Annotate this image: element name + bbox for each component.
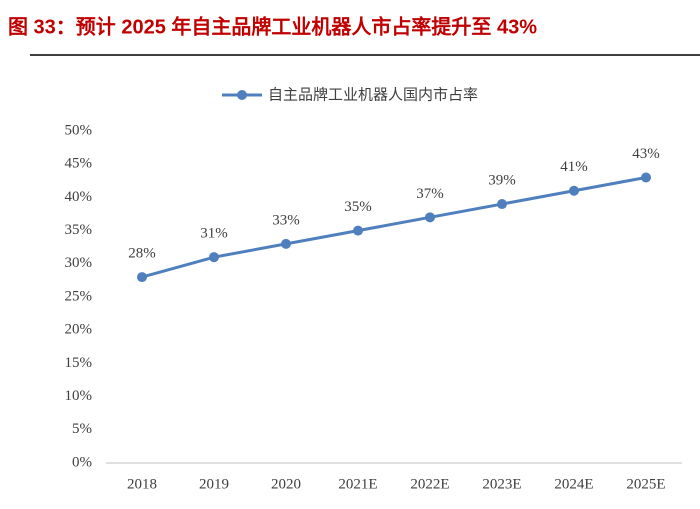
data-label: 43% — [632, 146, 660, 162]
data-point — [209, 252, 219, 263]
y-tick-label: 20% — [65, 322, 93, 338]
data-label: 28% — [128, 246, 156, 262]
data-label: 41% — [560, 159, 588, 175]
data-label: 35% — [344, 199, 372, 215]
x-tick-label: 2019 — [199, 476, 229, 492]
x-tick-label: 2022E — [410, 476, 449, 492]
y-tick-label: 0% — [72, 454, 92, 470]
legend-marker — [237, 90, 247, 100]
x-tick-label: 2021E — [338, 476, 377, 492]
y-tick-label: 30% — [65, 255, 93, 271]
data-point — [569, 185, 579, 196]
data-label: 39% — [488, 172, 516, 188]
data-label: 33% — [272, 212, 300, 228]
y-tick-label: 35% — [65, 222, 93, 238]
data-point — [641, 172, 651, 183]
y-tick-label: 15% — [65, 355, 93, 371]
data-point — [281, 238, 291, 249]
data-point — [137, 272, 147, 283]
x-tick-label: 2025E — [626, 476, 665, 492]
y-tick-label: 40% — [65, 189, 93, 205]
x-tick-label: 2020 — [271, 476, 301, 492]
data-point — [353, 225, 363, 236]
data-point — [497, 199, 507, 210]
data-point — [425, 212, 435, 223]
x-tick-label: 2018 — [127, 476, 157, 492]
y-tick-label: 10% — [65, 388, 93, 404]
y-tick-label: 25% — [65, 288, 93, 304]
x-tick-label: 2023E — [482, 476, 521, 492]
x-tick-label: 2024E — [554, 476, 593, 492]
legend-label: 自主品牌工业机器人国内市占率 — [268, 86, 478, 104]
y-tick-label: 45% — [65, 156, 93, 172]
data-label: 31% — [200, 226, 228, 242]
chart-title: 图 33：预计 2025 年自主品牌工业机器人市占率提升至 43% — [8, 14, 537, 38]
data-label: 37% — [416, 186, 444, 202]
y-tick-label: 50% — [65, 122, 93, 138]
data-line — [141, 176, 647, 279]
y-tick-label: 5% — [72, 421, 92, 437]
